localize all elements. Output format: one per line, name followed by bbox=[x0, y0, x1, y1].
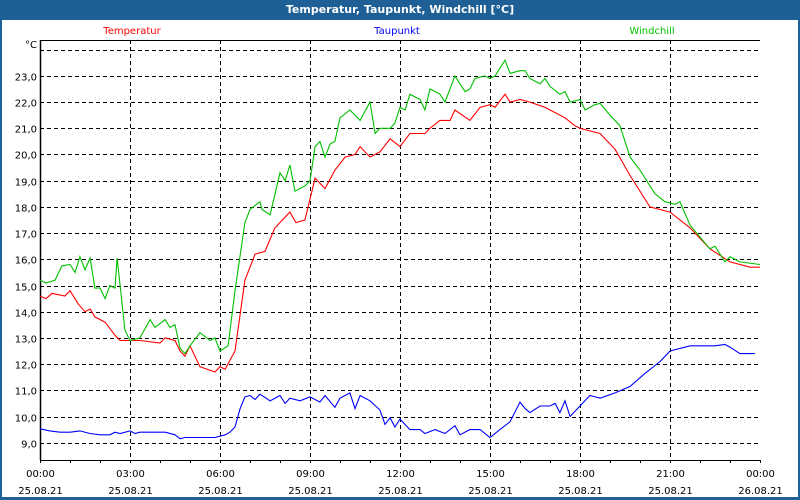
y-tick-label: 18,0 bbox=[15, 204, 37, 215]
x-tick-label-date: 25.08.21 bbox=[198, 486, 243, 497]
y-tick-label: 20,0 bbox=[15, 151, 37, 162]
x-tick-label-time: 12:00 bbox=[386, 469, 415, 480]
y-tick-label: 13,0 bbox=[15, 335, 37, 346]
chart-area: 9,0 10,0 11,0 12,0 13,0 14,0 15,0 16,0 17,0 18,0 1… bbox=[2, 20, 798, 497]
y-tick-label: 23,0 bbox=[15, 73, 37, 84]
y-tick-label: 21,0 bbox=[15, 125, 37, 136]
x-tick-label-date: 25.08.21 bbox=[378, 486, 423, 497]
series-line-windchill bbox=[39, 58, 761, 355]
x-tick-label-time: 03:00 bbox=[116, 469, 145, 480]
x-tick-label-date: 25.08.21 bbox=[108, 486, 153, 497]
window-title: Temperatur, Taupunkt, Windchill [°C] bbox=[0, 0, 800, 20]
y-tick-label: 9,0 bbox=[21, 440, 37, 451]
x-tick-label-time: 00:00 bbox=[26, 469, 55, 480]
x-tick-label-date: 25.08.21 bbox=[648, 486, 693, 497]
x-tick-label-date: 25.08.21 bbox=[288, 486, 333, 497]
series-line-taupunkt bbox=[39, 343, 755, 440]
y-tick-label: 15,0 bbox=[15, 283, 37, 294]
y-tick-label: 11,0 bbox=[15, 387, 37, 398]
x-tick-label-time: 00:00 bbox=[746, 469, 775, 480]
y-tick-label: 14,0 bbox=[15, 309, 37, 320]
legend-windchill: Windchill bbox=[629, 26, 674, 37]
y-tick-label: 16,0 bbox=[15, 256, 37, 267]
y-tick-label: 22,0 bbox=[15, 99, 37, 110]
x-tick-label-time: 18:00 bbox=[566, 469, 595, 480]
y-tick-label: 19,0 bbox=[15, 178, 37, 189]
y-tick-label: 12,0 bbox=[15, 361, 37, 372]
series-line-temperatur bbox=[39, 93, 760, 373]
line-chart: 9,0 10,0 11,0 12,0 13,0 14,0 15,0 16,0 17,0 18,0 1… bbox=[15, 26, 783, 497]
x-tick-label-date: 25.08.21 bbox=[18, 486, 63, 497]
x-tick-label-time: 09:00 bbox=[296, 469, 325, 480]
x-tick-label-date: 25.08.21 bbox=[558, 486, 603, 497]
y-tick-label: 17,0 bbox=[15, 230, 37, 241]
x-tick-label-time: 21:00 bbox=[656, 469, 685, 480]
x-tick-label-date: 25.08.21 bbox=[468, 486, 513, 497]
legend-temperatur: Temperatur bbox=[102, 26, 161, 37]
x-tick-label-time: 15:00 bbox=[476, 469, 505, 480]
legend-taupunkt: Taupunkt bbox=[373, 26, 420, 37]
x-tick-label-date: 26.08.21 bbox=[738, 486, 783, 497]
x-tick-label-time: 06:00 bbox=[206, 469, 235, 480]
y-tick-label: 10,0 bbox=[15, 414, 37, 425]
y-axis-unit: °C bbox=[25, 40, 37, 51]
